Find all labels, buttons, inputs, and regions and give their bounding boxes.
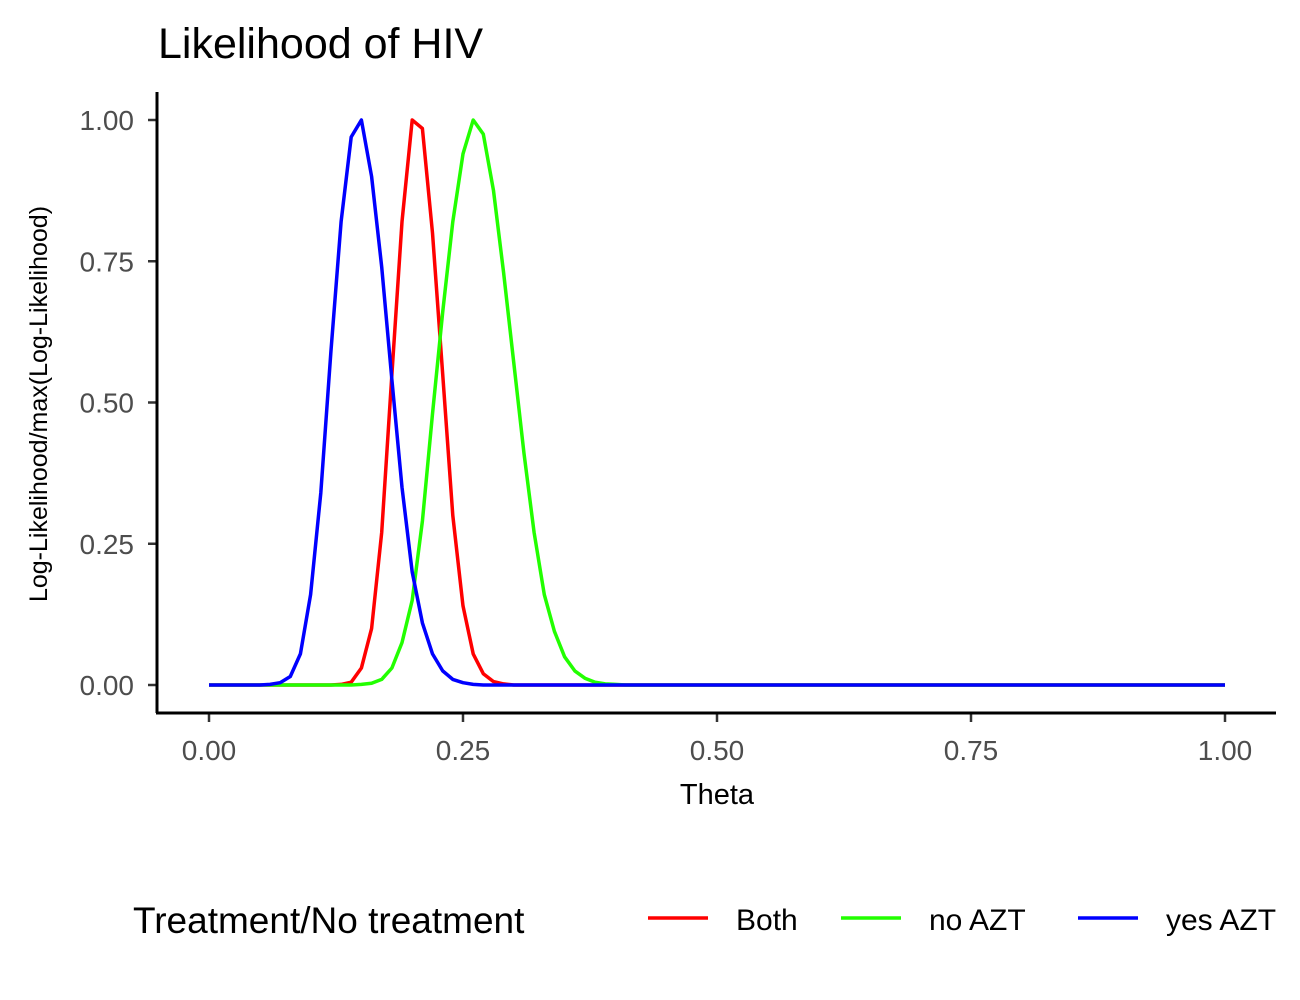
legend-label-no-azt: no AZT [929, 904, 1026, 937]
y-tick-label: 0.25 [80, 529, 135, 560]
y-tick-label: 0.00 [80, 670, 135, 701]
x-tick-label: 0.50 [690, 735, 745, 766]
legend: Treatment/No treatment Both no AZT yes AZT [133, 900, 1276, 941]
x-axis-ticks: 0.00 0.25 0.50 0.75 1.00 [182, 713, 1253, 766]
y-axis-ticks: 0.00 0.25 0.50 0.75 1.00 [80, 105, 157, 701]
series-lines [209, 118, 1225, 687]
legend-title: Treatment/No treatment [133, 900, 525, 941]
series-line-no-azt [209, 118, 1225, 687]
x-tick-label: 0.25 [436, 735, 491, 766]
legend-label-both: Both [736, 904, 798, 937]
series-line-yes-azt [209, 118, 1225, 687]
x-tick-label: 0.00 [182, 735, 237, 766]
x-tick-label: 0.75 [944, 735, 999, 766]
chart-title: Likelihood of HIV [158, 20, 483, 68]
x-tick-label: 1.00 [1198, 735, 1253, 766]
series-line-both [209, 118, 1225, 687]
legend-label-yes-azt: yes AZT [1166, 904, 1276, 937]
x-axis-label: Theta [680, 779, 755, 811]
legend-items: Both no AZT yes AZT [648, 904, 1276, 937]
y-tick-label: 1.00 [80, 105, 135, 136]
y-tick-label: 0.75 [80, 246, 135, 277]
y-tick-label: 0.50 [80, 388, 135, 419]
y-axis-label: Log-Likelihood/max(Log-Likelihood) [25, 206, 53, 602]
